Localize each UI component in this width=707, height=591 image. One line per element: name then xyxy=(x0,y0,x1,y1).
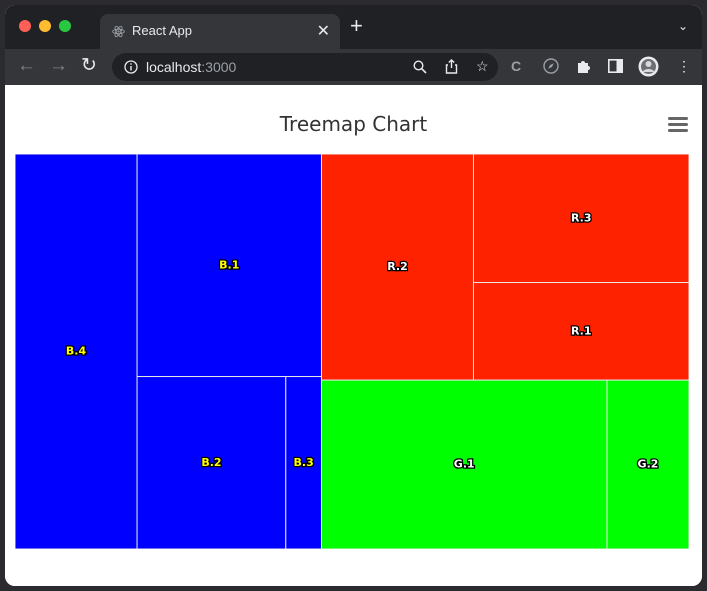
treemap-chart: B.4 B.1 B.2 B.3 R.2 R.3 R.1 G.1 G.2 xyxy=(15,154,689,549)
tile-b-1[interactable] xyxy=(136,154,322,378)
browser-tab[interactable]: React App ✕ xyxy=(100,14,340,49)
tile-r-1[interactable] xyxy=(472,282,689,381)
new-tab-icon[interactable]: + xyxy=(350,13,363,38)
browser-menu-icon[interactable]: ⋮ xyxy=(677,58,691,74)
forward-icon[interactable]: → xyxy=(49,55,68,76)
back-icon[interactable]: ← xyxy=(17,55,36,76)
tile-label-r-2: R.2 xyxy=(387,260,408,273)
tile-label-r-1: R.1 xyxy=(571,324,592,337)
tab-search-chevron-icon[interactable]: ⌄ xyxy=(677,19,688,33)
close-tab-icon[interactable]: ✕ xyxy=(316,23,330,40)
bookmark-star-icon[interactable]: ☆ xyxy=(476,58,489,74)
zoom-icon[interactable] xyxy=(413,60,427,74)
page-content: Treemap Chart B.4 B.1 B.2 B.3 R.2 R.3 R.1 G.1 G.… xyxy=(5,85,702,586)
tab-bar: React App ✕ + ⌄ xyxy=(5,5,702,49)
close-window-dot[interactable] xyxy=(19,20,31,32)
tile-label-g-2: G.2 xyxy=(638,458,659,471)
reload-icon[interactable]: ↻ xyxy=(81,55,97,76)
extensions-puzzle-icon[interactable] xyxy=(576,58,592,74)
tile-label-b-2: B.2 xyxy=(201,456,221,469)
extension-c-icon[interactable]: C xyxy=(511,58,522,74)
tile-b-2[interactable] xyxy=(136,376,287,549)
hamburger-menu-icon[interactable] xyxy=(668,117,688,133)
maximize-window-dot[interactable] xyxy=(59,20,71,32)
tile-label-r-3: R.3 xyxy=(571,211,592,224)
info-icon[interactable] xyxy=(124,60,138,74)
tile-b-4[interactable] xyxy=(15,154,138,549)
tile-label-b-4: B.4 xyxy=(66,345,87,358)
tile-r-3[interactable] xyxy=(472,154,689,284)
tile-label-g-1: G.1 xyxy=(454,458,475,471)
tile-label-b-3: B.3 xyxy=(294,456,314,469)
share-icon[interactable] xyxy=(445,59,458,74)
browser-window: React App ✕ + ⌄ ← → ↻ localhost:3000 xyxy=(5,5,702,586)
tile-r-2[interactable] xyxy=(320,154,474,381)
chart-title: Treemap Chart xyxy=(279,112,428,136)
minimize-window-dot[interactable] xyxy=(39,20,51,32)
profile-avatar[interactable] xyxy=(638,56,659,77)
tab-title: React App xyxy=(132,23,192,38)
react-icon xyxy=(112,25,125,38)
browser-toolbar: ← → ↻ localhost:3000 ☆ C xyxy=(5,49,702,85)
side-panel-icon[interactable] xyxy=(608,59,623,73)
tile-b-3[interactable] xyxy=(285,376,322,549)
tile-label-b-1: B.1 xyxy=(219,258,239,271)
tile-g-1[interactable] xyxy=(320,379,608,549)
compass-extension-icon[interactable] xyxy=(543,58,559,74)
url-text[interactable]: localhost:3000 xyxy=(146,59,237,75)
address-bar[interactable]: localhost:3000 ☆ xyxy=(112,53,498,81)
